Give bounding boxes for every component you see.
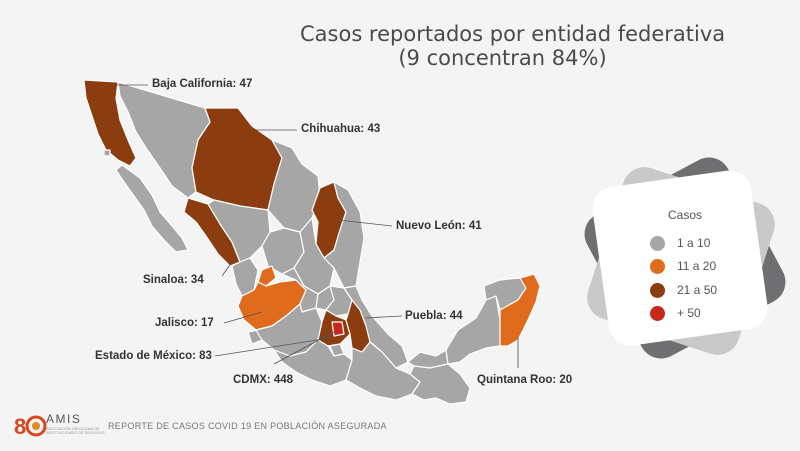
legend-label-4: + 50 bbox=[677, 306, 701, 320]
legend-item-1: 1 a 10 bbox=[650, 234, 710, 252]
island-cedros bbox=[103, 149, 111, 157]
amis-logo: 8 bbox=[14, 414, 47, 439]
callout-cdmx: CDMX: 448 bbox=[233, 374, 294, 386]
leader-nuevo-leon bbox=[337, 219, 393, 227]
legend-swatch-4 bbox=[650, 305, 665, 321]
map-title-line1: Casos reportados por entidad federativa bbox=[300, 22, 726, 46]
state-cdmx bbox=[331, 321, 345, 337]
legend-label-2: 11 a 20 bbox=[677, 259, 717, 273]
leader-puebla bbox=[364, 315, 403, 319]
callout-baja-california: Baja California: 47 bbox=[152, 78, 253, 90]
legend-title: Casos bbox=[668, 208, 703, 222]
state-tamaulipas bbox=[323, 181, 365, 289]
callout-quintana-roo: Quintana Roo: 20 bbox=[477, 374, 573, 386]
map-title-line2: (9 concentran 84%) bbox=[398, 46, 607, 70]
legend-card-front bbox=[592, 170, 768, 346]
leader-cdmx bbox=[273, 331, 335, 365]
callout-jalisco: Jalisco: 17 bbox=[155, 317, 214, 329]
callout-puebla: Puebla: 44 bbox=[405, 310, 463, 322]
legend-swatch-1 bbox=[650, 235, 665, 251]
callout-estado-de-mexico: Estado de México: 83 bbox=[95, 350, 212, 362]
state-aguascalientes bbox=[257, 265, 277, 287]
legend-item-4: + 50 bbox=[650, 304, 701, 322]
amis-logo-ring bbox=[25, 415, 47, 437]
state-guerrero bbox=[273, 339, 353, 387]
legend-item-2: 11 a 20 bbox=[650, 257, 716, 275]
state-nayarit bbox=[231, 257, 259, 297]
logo-name: AMIS bbox=[46, 412, 82, 426]
map-title: Casos reportados por entidad federativa … bbox=[300, 22, 726, 70]
callout-chihuahua: Chihuahua: 43 bbox=[301, 123, 381, 135]
leader-sinaloa bbox=[221, 261, 233, 277]
state-baja-california bbox=[83, 79, 137, 167]
state-chiapas bbox=[409, 363, 471, 405]
legend-swatch-3 bbox=[650, 282, 665, 298]
legend-item-3: 21 a 50 bbox=[650, 281, 717, 299]
amis-logo-mark: 8 bbox=[14, 414, 26, 439]
leader-jalisco bbox=[223, 311, 263, 324]
legend-swatch-2 bbox=[650, 258, 665, 274]
legend-label-3: 21 a 50 bbox=[677, 283, 718, 297]
state-baja-california-sur bbox=[115, 164, 189, 253]
callout-nuevo-leon: Nuevo León: 41 bbox=[396, 220, 482, 232]
legend-label-1: 1 a 10 bbox=[677, 236, 711, 250]
callout-sinaloa: Sinaloa: 34 bbox=[143, 274, 204, 286]
amis-logo-core bbox=[32, 422, 40, 430]
leader-estado-de-mexico bbox=[214, 337, 331, 357]
footer-text: REPORTE DE CASOS COVID 19 EN POBLACIÓN A… bbox=[108, 421, 387, 431]
state-quintana-roo bbox=[499, 273, 541, 347]
logo-subtitle: ASOCIACIÓN MEXICANA DE INSTITUCIONES DE … bbox=[46, 426, 105, 435]
leader-lines bbox=[117, 84, 519, 368]
